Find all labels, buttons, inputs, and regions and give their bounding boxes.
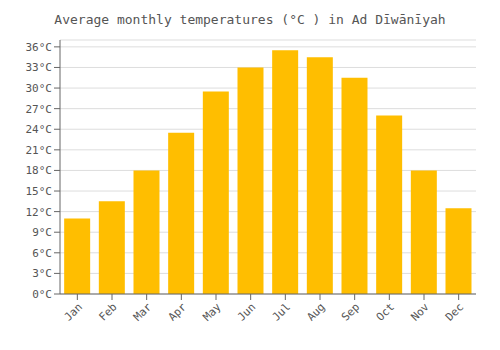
svg-text:Jul: Jul xyxy=(270,300,293,323)
svg-text:27°C: 27°C xyxy=(26,103,53,116)
svg-text:Apr: Apr xyxy=(166,300,190,324)
svg-text:Mar: Mar xyxy=(131,300,155,324)
svg-text:Oct: Oct xyxy=(374,300,397,323)
svg-text:9°C: 9°C xyxy=(32,226,52,239)
svg-text:6°C: 6°C xyxy=(32,247,52,260)
svg-text:12°C: 12°C xyxy=(26,206,53,219)
svg-text:Jun: Jun xyxy=(235,300,258,323)
svg-text:Nov: Nov xyxy=(408,300,432,324)
svg-text:Feb: Feb xyxy=(96,300,119,323)
svg-text:3°C: 3°C xyxy=(32,267,52,280)
svg-text:15°C: 15°C xyxy=(26,185,53,198)
svg-text:18°C: 18°C xyxy=(26,164,53,177)
svg-text:Sep: Sep xyxy=(339,300,362,323)
svg-text:21°C: 21°C xyxy=(26,144,53,157)
svg-text:Dec: Dec xyxy=(443,300,466,323)
svg-text:Jan: Jan xyxy=(62,300,85,323)
svg-text:24°C: 24°C xyxy=(26,123,53,136)
svg-text:May: May xyxy=(200,300,224,324)
html-text:Average monthly temperatures (: Average monthly temperatures (°C ) in Ad… xyxy=(54,12,446,27)
svg-text:36°C: 36°C xyxy=(26,41,53,54)
svg-text:0°C: 0°C xyxy=(32,288,52,301)
svg-text:Aug: Aug xyxy=(304,300,327,323)
svg-text:33°C: 33°C xyxy=(26,61,53,74)
svg-text:30°C: 30°C xyxy=(26,82,53,95)
